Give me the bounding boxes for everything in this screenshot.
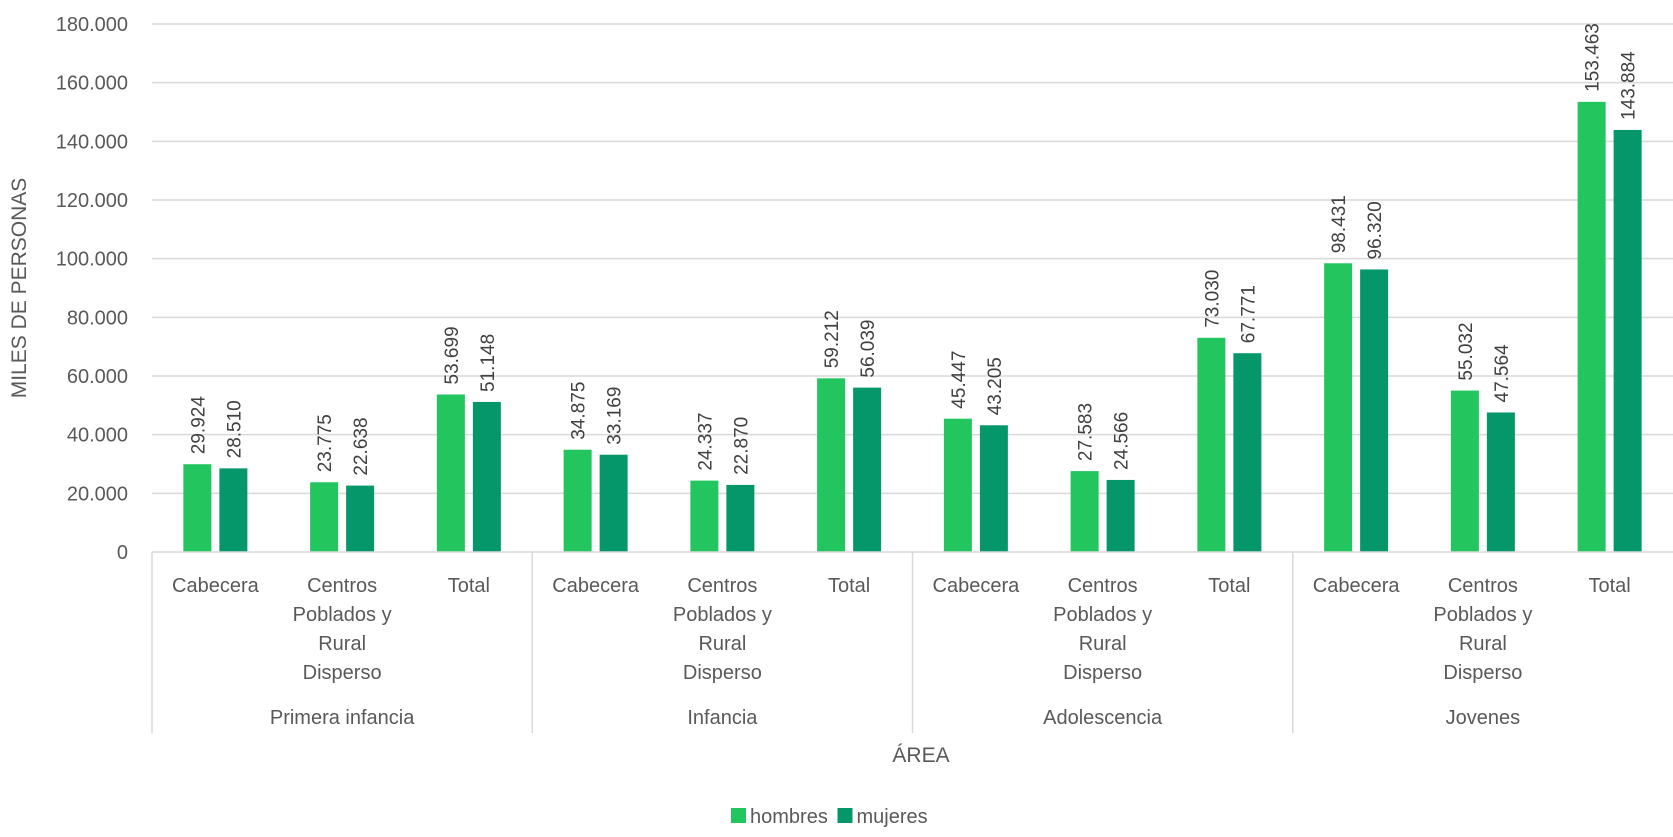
data-label-mujeres: 22.870: [731, 417, 752, 475]
bar-hombres: [1324, 263, 1353, 552]
data-label-hombres: 59.212: [822, 310, 843, 368]
data-label-hombres: 34.875: [569, 382, 590, 440]
data-label-mujeres: 51.148: [478, 334, 499, 392]
bar-hombres: [817, 378, 846, 552]
x-category-label: Cabecera: [1313, 575, 1401, 597]
y-tick-label: 40.000: [67, 425, 128, 447]
bar-hombres: [563, 449, 592, 552]
data-label-hombres: 29.924: [188, 396, 209, 455]
x-category-label: Total: [828, 575, 870, 597]
x-category-label: Cabecera: [552, 575, 640, 597]
y-tick-label: 60.000: [67, 366, 128, 388]
bar-mujeres: [472, 401, 501, 552]
bar-mujeres: [1233, 353, 1262, 552]
bar-hombres: [436, 394, 465, 552]
legend: hombres mujeres: [731, 806, 928, 828]
bar-hombres: [1577, 101, 1606, 553]
x-category-label: Centros Poblados y Rural Disperso: [1433, 575, 1532, 684]
y-tick-label: 80.000: [67, 307, 128, 329]
x-category-label: Total: [1589, 575, 1631, 597]
y-tick-label: 120.000: [56, 190, 128, 212]
bar-hombres: [1450, 390, 1479, 552]
data-label-mujeres: 47.564: [1492, 344, 1513, 403]
bars: [183, 101, 1642, 553]
data-label-hombres: 23.775: [315, 414, 336, 472]
y-tick-label: 0: [117, 542, 128, 564]
y-axis-ticks: 0 20.000 40.000 60.000 80.000 100.000 120.000 1…: [56, 14, 128, 564]
x-category-label: Total: [448, 575, 490, 597]
bar-mujeres: [599, 454, 628, 552]
bar-mujeres: [1106, 479, 1135, 552]
data-label-hombres: 45.447: [949, 351, 970, 409]
bar-hombres: [310, 482, 339, 552]
bar-mujeres: [1486, 412, 1515, 552]
data-label-hombres: 53.699: [442, 326, 463, 384]
x-group-label: Primera infancia: [270, 707, 415, 729]
data-label-hombres: 98.431: [1329, 195, 1350, 253]
x-category-label: Cabecera: [933, 575, 1021, 597]
legend-swatch-mujeres: [837, 808, 853, 823]
bar-hombres: [1070, 471, 1099, 552]
data-label-mujeres: 96.320: [1365, 201, 1386, 259]
bar-hombres: [183, 464, 212, 552]
x-axis: Cabecera Centros Poblados y Rural Disperso To…: [151, 551, 1673, 733]
x-group-label: Adolescencia: [1043, 707, 1163, 729]
bar-mujeres: [219, 468, 248, 552]
gridlines: [152, 23, 1673, 495]
y-axis-title: MILES DE PERSONAS: [8, 178, 31, 399]
x-category-label: Cabecera: [172, 575, 260, 597]
bar-mujeres: [1613, 129, 1642, 553]
legend-swatch-hombres: [731, 808, 746, 823]
x-axis-title: ÁREA: [892, 744, 949, 767]
data-label-mujeres: 143.884: [1619, 51, 1640, 120]
data-label-hombres: 153.463: [1583, 23, 1604, 92]
data-label-hombres: 73.030: [1202, 270, 1223, 328]
bar-hombres: [690, 480, 719, 552]
data-label-mujeres: 56.039: [858, 319, 879, 377]
data-label-mujeres: 28.510: [224, 400, 245, 458]
x-group-label: Jovenes: [1446, 707, 1521, 729]
legend-label-hombres: hombres: [750, 806, 828, 828]
data-label-hombres: 55.032: [1456, 322, 1477, 380]
x-category-label: Centros Poblados y Rural Disperso: [293, 575, 392, 684]
data-label-hombres: 24.337: [695, 412, 716, 470]
x-category-label: Centros Poblados y Rural Disperso: [673, 575, 772, 684]
x-category-label: Total: [1208, 575, 1250, 597]
data-labels: 29.924 28.510 23.775 22.638 53.699 51.148 34.8…: [188, 23, 1639, 475]
y-tick-label: 140.000: [56, 131, 128, 153]
bar-mujeres: [1360, 269, 1389, 552]
bar-mujeres: [979, 425, 1008, 552]
y-tick-label: 20.000: [67, 483, 128, 505]
data-label-hombres: 27.583: [1076, 403, 1097, 461]
bar-mujeres: [726, 484, 755, 552]
x-category-label: Centros Poblados y Rural Disperso: [1053, 575, 1152, 684]
bar-mujeres: [853, 387, 882, 552]
y-tick-label: 180.000: [56, 14, 128, 36]
data-label-mujeres: 67.771: [1238, 285, 1259, 343]
bar-hombres: [1197, 337, 1226, 552]
bar-hombres: [943, 418, 972, 552]
y-tick-label: 160.000: [56, 73, 128, 95]
x-group-label: Infancia: [687, 707, 758, 729]
data-label-mujeres: 33.169: [605, 387, 626, 445]
data-label-mujeres: 22.638: [351, 417, 372, 475]
bar-mujeres: [346, 485, 375, 552]
y-tick-label: 100.000: [56, 249, 128, 271]
data-label-mujeres: 24.566: [1112, 412, 1133, 470]
data-label-mujeres: 43.205: [985, 357, 1006, 415]
legend-label-mujeres: mujeres: [857, 806, 928, 828]
